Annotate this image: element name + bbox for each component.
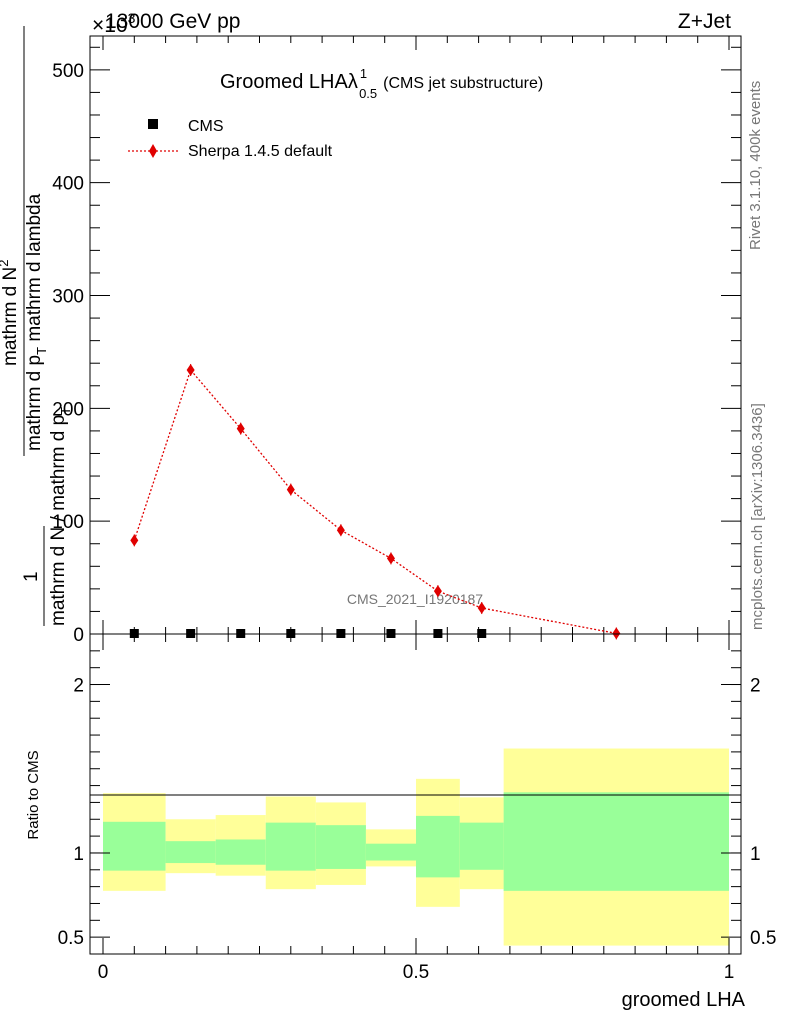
y-label-denominator: mathrm d N / mathrm d pT [48,407,73,626]
sherpa-point [433,585,442,598]
main-x-ticks [102,36,730,634]
sherpa-point [477,602,486,615]
ratio-y-axis: 0.5 0.5 1 1 2 2 [58,650,776,949]
sherpa-point [286,483,295,496]
sherpa-point [612,627,621,640]
legend-sherpa-marker [149,144,157,158]
ratio-band-inner [103,821,166,871]
ratio-y-tick-label-right: 1 [750,844,761,865]
ratio-y-tick-label-right: 0.5 [750,928,776,949]
legend: CMS Sherpa 1.4.5 default [128,118,333,160]
process-label: Z+Jet [678,10,731,33]
sherpa-point [130,534,139,547]
sherpa-point [336,524,345,537]
ratio-band-inner [265,822,316,871]
ratio-y-tick-label: 1 [73,844,84,865]
main-y-tick-label: 300 [52,287,84,308]
rivet-label: Rivet 3.1.10, 400k events [747,81,764,250]
ratio-band-inner [365,843,416,861]
main-y-label: 1 mathrm d N / mathrm d pT [21,407,73,626]
main-y-tick-label: 200 [52,399,84,420]
y-label-numerator-one: 1 [21,571,42,582]
mc-series-sherpa [130,363,621,640]
ratio-y-label: Ratio to CMS [25,750,42,839]
main-panel: 0 100 200 300 400 500 Groomed LHAλ 1 0.5(CMS je… [52,35,742,646]
x-tick-label: 0.5 [403,962,429,983]
ratio-y-tick-label: 0.5 [58,928,84,949]
ratio-y-tick-label-right: 2 [750,676,761,697]
main-y-tick-label: 500 [52,61,84,82]
sherpa-point [386,552,395,565]
legend-cms-marker [148,119,158,129]
chart-title: Groomed LHAλ 1 0.5(CMS jet substructure) [220,66,543,101]
y-label-numerator: mathrm d N2 [0,260,21,366]
main-y-tick-label: 400 [52,174,84,195]
main-y-label-second-fraction: mathrm d N2 mathrm d pT mathrm d lambda [0,26,49,456]
analysis-watermark: CMS_2021_I1920187 [347,591,483,607]
ratio-band-inner [315,825,366,869]
legend-sherpa-label: Sherpa 1.4.5 default [188,143,333,160]
sherpa-point [186,363,195,376]
ratio-band-inner [459,822,504,870]
x-tick-label: 0 [98,962,109,983]
main-y-tick-label: 0 [73,625,84,646]
ratio-x-axis: 0 0.5 1 [98,634,735,983]
main-y-axis: 0 100 200 300 400 500 [52,46,741,646]
x-tick-label: 1 [724,962,735,983]
energy-label: 13000 GeV pp [105,10,240,33]
ratio-band-inner [503,792,729,891]
y-label-second-denominator: mathrm d pT mathrm d lambda [24,193,49,451]
exponent-label: ×103 [92,10,136,37]
ratio-y-tick-label: 2 [73,676,84,697]
sherpa-point [236,422,245,435]
ratio-band-inner [165,841,216,864]
ratio-uncertainty-bands [103,748,729,946]
ratio-band-inner [215,839,266,865]
ratio-panel: 0.5 0.51 12 2 0 0.5 1 Ratio to CMS groomed LH… [25,633,776,1011]
main-y-tick-label: 100 [52,512,84,533]
sherpa-line [133,368,617,635]
mcplots-label: mcplots.cern.ch [arXiv:1306.3436] [749,403,766,630]
legend-cms-label: CMS [188,118,224,135]
ratio-band-inner [416,815,460,878]
x-axis-label: groomed LHA [622,989,746,1011]
